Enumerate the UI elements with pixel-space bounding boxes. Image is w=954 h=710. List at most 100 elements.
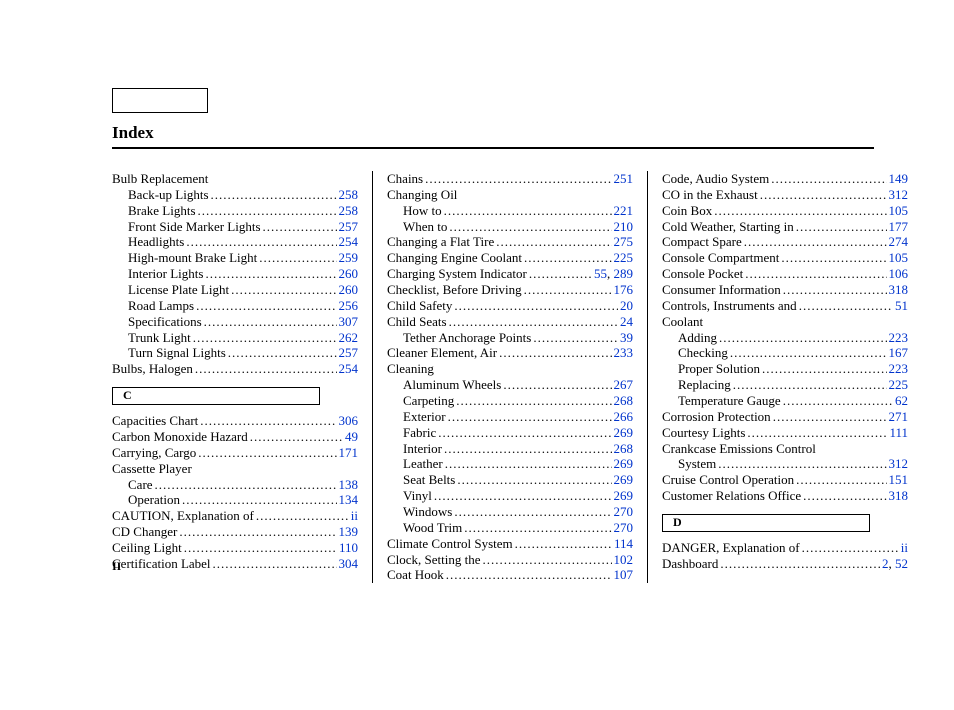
page-link[interactable]: 270 (614, 520, 634, 535)
page-link[interactable]: 251 (614, 171, 634, 186)
page-link[interactable]: 307 (339, 314, 359, 329)
index-row: Care138 (112, 477, 358, 493)
page-link[interactable]: 171 (339, 445, 359, 460)
leader-dots (184, 540, 337, 556)
page-link[interactable]: 275 (614, 234, 634, 249)
index-entry-label: High-mount Brake Light (112, 250, 257, 266)
index-entry-label: Compact Spare (662, 234, 742, 250)
page-link[interactable]: 111 (889, 425, 908, 440)
leader-dots (200, 413, 336, 429)
page-link[interactable]: 149 (889, 171, 909, 186)
page-refs: 149 (889, 171, 909, 187)
page-link[interactable]: 312 (889, 456, 909, 471)
page-link[interactable]: 233 (614, 345, 634, 360)
page-link[interactable]: 257 (339, 219, 359, 234)
index-entry-label: Interior (387, 441, 442, 457)
page-link[interactable]: 262 (339, 330, 359, 345)
leader-dots (179, 524, 336, 540)
page-link[interactable]: 51 (895, 298, 908, 313)
page-link[interactable]: 274 (889, 234, 909, 249)
page-link[interactable]: 55 (594, 266, 607, 281)
page-link[interactable]: 139 (339, 524, 359, 539)
page-refs: 269 (614, 425, 634, 441)
page-link[interactable]: ii (351, 508, 358, 523)
page-link[interactable]: 312 (889, 187, 909, 202)
page-link[interactable]: 107 (614, 567, 634, 582)
page-link[interactable]: 306 (339, 413, 359, 428)
page-link[interactable]: 134 (339, 492, 359, 507)
page-link[interactable]: 254 (339, 234, 359, 249)
page-link[interactable]: 52 (895, 556, 908, 571)
index-row: Compact Spare 274 (662, 234, 908, 250)
page-link[interactable]: 254 (339, 361, 359, 376)
leader-dots (503, 377, 611, 393)
page-link[interactable]: 256 (339, 298, 359, 313)
page-refs: 139 (339, 524, 359, 540)
index-row: Cruise Control Operation151 (662, 472, 908, 488)
page-link[interactable]: 210 (614, 219, 634, 234)
page-refs: 257 (339, 219, 359, 235)
page-link[interactable]: 223 (889, 330, 909, 345)
page-link[interactable]: 24 (620, 314, 633, 329)
page-link[interactable]: 259 (339, 250, 359, 265)
page-link[interactable]: 269 (614, 472, 634, 487)
page-link[interactable]: 110 (339, 540, 358, 555)
page-link[interactable]: 271 (889, 409, 909, 424)
index-row: CO in the Exhaust312 (662, 187, 908, 203)
page-link[interactable]: 223 (889, 361, 909, 376)
page-link[interactable]: 260 (339, 282, 359, 297)
page-link[interactable]: 269 (614, 425, 634, 440)
page-link[interactable]: 304 (339, 556, 359, 571)
page-link[interactable]: 167 (889, 345, 909, 360)
page-link[interactable]: 105 (889, 250, 909, 265)
page-link[interactable]: ii (901, 540, 908, 555)
index-row: Operation134 (112, 492, 358, 508)
leader-dots (182, 492, 337, 508)
page-refs: 24 (620, 314, 633, 330)
page-link[interactable]: 289 (614, 266, 634, 281)
page-refs: 106 (889, 266, 909, 282)
index-row: Aluminum Wheels267 (387, 377, 633, 393)
page-link[interactable]: 260 (339, 266, 359, 281)
page-link[interactable]: 102 (614, 552, 634, 567)
page-link[interactable]: 114 (614, 536, 633, 551)
index-entry-label: Ceiling Light (112, 540, 182, 556)
page-link[interactable]: 225 (614, 250, 634, 265)
page-link[interactable]: 267 (614, 377, 634, 392)
page-link[interactable]: 221 (614, 203, 634, 218)
page-link[interactable]: 49 (345, 429, 358, 444)
index-entry-label: Wood Trim (387, 520, 462, 536)
page-link[interactable]: 318 (889, 488, 909, 503)
index-entry-label: Child Safety (387, 298, 452, 314)
page-link[interactable]: 258 (339, 203, 359, 218)
page-link[interactable]: 105 (889, 203, 909, 218)
page-refs: 269 (614, 456, 634, 472)
page-link[interactable]: 258 (339, 187, 359, 202)
page-refs: 134 (339, 492, 359, 508)
page-link[interactable]: 138 (339, 477, 359, 492)
page-refs: 105 (889, 203, 909, 219)
page-link[interactable]: 270 (614, 504, 634, 519)
page-link[interactable]: 257 (339, 345, 359, 360)
page-link[interactable]: 266 (614, 409, 634, 424)
index-row: Replacing225 (662, 377, 908, 393)
page-link[interactable]: 39 (620, 330, 633, 345)
page-refs: 268 (614, 393, 634, 409)
page-link[interactable]: 318 (889, 282, 909, 297)
leader-dots (515, 536, 612, 552)
index-row: Front Side Marker Lights257 (112, 219, 358, 235)
page-link[interactable]: 151 (889, 472, 909, 487)
index-row: Temperature Gauge62 (662, 393, 908, 409)
page-link[interactable]: 176 (614, 282, 634, 297)
page-link[interactable]: 62 (895, 393, 908, 408)
page-link[interactable]: 225 (889, 377, 909, 392)
page-link[interactable]: 20 (620, 298, 633, 313)
page-link[interactable]: 269 (614, 456, 634, 471)
index-row: Checking167 (662, 345, 908, 361)
page-link[interactable]: 269 (614, 488, 634, 503)
page-link[interactable]: 106 (889, 266, 909, 281)
leader-dots (449, 219, 611, 235)
page-link[interactable]: 268 (614, 441, 634, 456)
page-link[interactable]: 268 (614, 393, 634, 408)
page-link[interactable]: 177 (889, 219, 909, 234)
